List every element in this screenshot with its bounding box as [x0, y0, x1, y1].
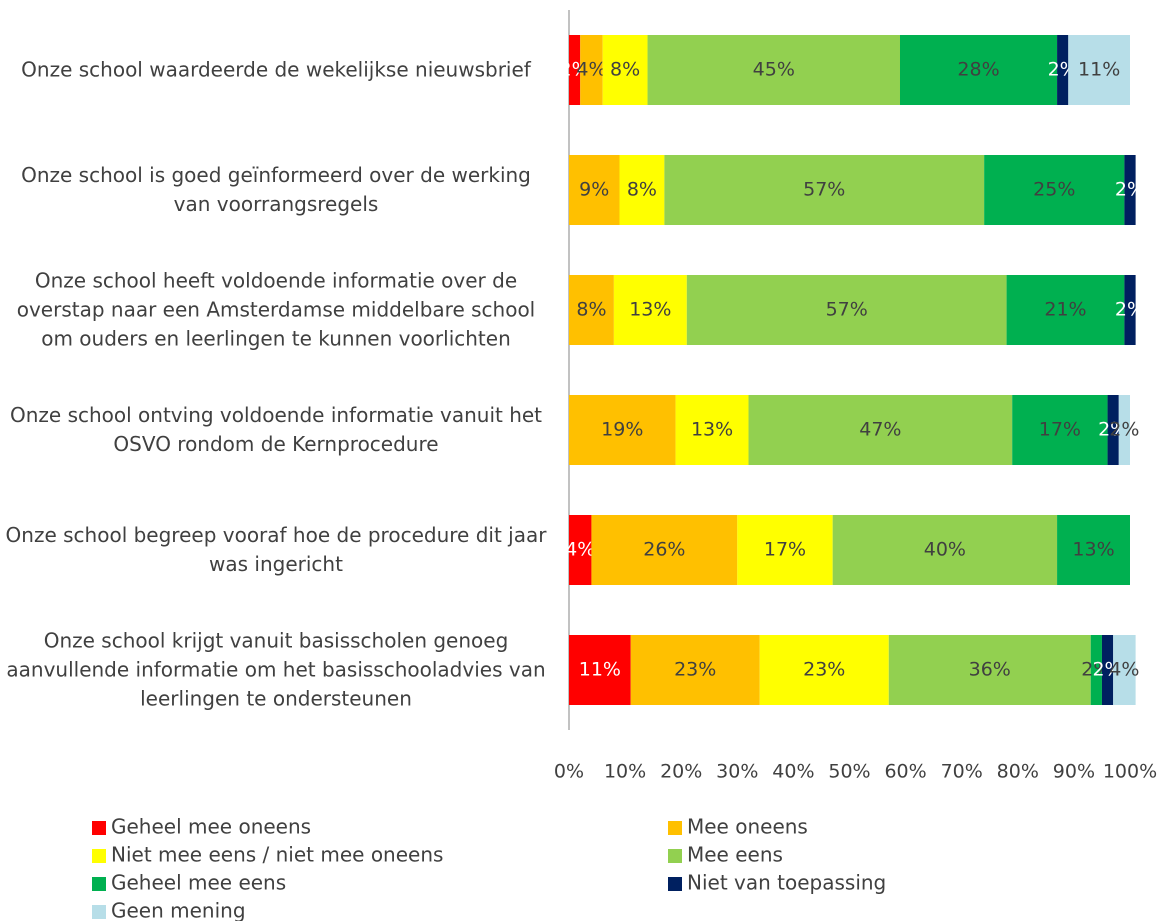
- data-label: 26%: [643, 539, 685, 561]
- category-label: Onze school begreep vooraf hoe de proced…: [5, 523, 547, 576]
- data-label: 8%: [576, 299, 606, 321]
- data-label: 23%: [803, 659, 845, 681]
- bar-segment: [759, 635, 889, 705]
- data-label: 8%: [610, 59, 640, 81]
- data-label: 8%: [627, 179, 657, 201]
- data-label: 4%: [565, 539, 595, 561]
- bar-segment: [1118, 395, 1130, 465]
- data-label: 2%: [1115, 299, 1145, 321]
- legend-swatch: [92, 821, 106, 835]
- data-label: 2%: [1109, 419, 1139, 441]
- data-label: 25%: [1033, 179, 1075, 201]
- legend-label: Niet mee eens / niet mee oneens: [111, 843, 443, 867]
- legend-swatch: [92, 905, 106, 919]
- category-label: Onze school heeft voldoende informatie o…: [16, 268, 536, 351]
- x-tick-label: 50%: [828, 761, 870, 783]
- bar-segment: [569, 395, 676, 465]
- data-label: 17%: [1039, 419, 1081, 441]
- x-tick-label: 20%: [660, 761, 702, 783]
- data-label: 57%: [826, 299, 868, 321]
- bar-segment: [1101, 635, 1114, 705]
- bar-segment: [1006, 275, 1125, 345]
- x-tick-label: 30%: [716, 761, 758, 783]
- data-label: 28%: [957, 59, 999, 81]
- legend-label: Geen mening: [111, 899, 246, 921]
- bar-segment: [686, 275, 1007, 345]
- legend-label: Mee eens: [687, 843, 783, 867]
- legend-label: Geheel mee oneens: [111, 815, 311, 839]
- bar-segment: [580, 35, 603, 105]
- x-tick-label: 90%: [1053, 761, 1095, 783]
- bar-segment: [630, 635, 760, 705]
- category-label: Onze school is goed geïnformeerd over de…: [21, 163, 531, 216]
- bar-segment: [1012, 395, 1108, 465]
- bar-segment: [675, 395, 749, 465]
- data-label: 21%: [1044, 299, 1086, 321]
- bar-segment: [613, 275, 687, 345]
- legend-label: Geheel mee eens: [111, 871, 286, 895]
- x-tick-label: 60%: [884, 761, 926, 783]
- data-label: 36%: [969, 659, 1011, 681]
- x-tick-label: 0%: [554, 761, 584, 783]
- legend-label: Mee oneens: [687, 815, 808, 839]
- data-label: 23%: [674, 659, 716, 681]
- bar-segment: [832, 515, 1058, 585]
- x-tick-label: 70%: [941, 761, 983, 783]
- data-label: 19%: [601, 419, 643, 441]
- bar-segment: [569, 35, 581, 105]
- bar-segment: [1113, 635, 1136, 705]
- x-tick-label: 80%: [997, 761, 1039, 783]
- data-label: 45%: [753, 59, 795, 81]
- bar-segment: [748, 395, 1013, 465]
- bar-segment: [1090, 635, 1102, 705]
- legend-swatch: [92, 877, 106, 891]
- bar-segment: [1124, 155, 1136, 225]
- data-label: 17%: [764, 539, 806, 561]
- data-label: 11%: [579, 659, 621, 681]
- legend-swatch: [668, 877, 682, 891]
- data-label: 13%: [1072, 539, 1114, 561]
- bar-segment: [1107, 395, 1119, 465]
- bar-segment: [1068, 35, 1130, 105]
- x-tick-label: 10%: [604, 761, 646, 783]
- bar-segment: [1057, 35, 1069, 105]
- category-label: Onze school krijgt vanuit basisscholen g…: [6, 628, 546, 711]
- bar-segment: [647, 35, 900, 105]
- data-label: 4%: [1109, 659, 1139, 681]
- bar-segment: [664, 155, 985, 225]
- data-label: 47%: [859, 419, 901, 441]
- x-tick-label: 40%: [772, 761, 814, 783]
- data-label: 4%: [576, 59, 606, 81]
- bar-segment: [888, 635, 1091, 705]
- x-tick-label: 100%: [1103, 761, 1157, 783]
- legend-swatch: [668, 849, 682, 863]
- bar-segment: [1124, 275, 1136, 345]
- category-label: Onze school waardeerde de wekelijkse nie…: [21, 57, 531, 82]
- bar-segment: [984, 155, 1125, 225]
- data-label: 9%: [579, 179, 609, 201]
- bar-segment: [569, 515, 592, 585]
- bar-segment: [569, 635, 631, 705]
- bar-segment: [1057, 515, 1130, 585]
- bar-segment: [899, 35, 1058, 105]
- bar-segment: [591, 515, 738, 585]
- bar-segment: [569, 155, 620, 225]
- data-label: 57%: [803, 179, 845, 201]
- data-label: 13%: [691, 419, 733, 441]
- bar-segment: [619, 155, 665, 225]
- data-label: 13%: [629, 299, 671, 321]
- bar-segment: [737, 515, 833, 585]
- legend-swatch: [92, 849, 106, 863]
- legend-label: Niet van toepassing: [687, 871, 886, 895]
- data-label: 40%: [924, 539, 966, 561]
- category-label: Onze school ontving voldoende informatie…: [9, 403, 543, 456]
- bar-segment: [569, 275, 614, 345]
- data-label: 2%: [1115, 179, 1145, 201]
- legend-swatch: [668, 821, 682, 835]
- bar-segment: [602, 35, 648, 105]
- data-label: 11%: [1078, 59, 1120, 81]
